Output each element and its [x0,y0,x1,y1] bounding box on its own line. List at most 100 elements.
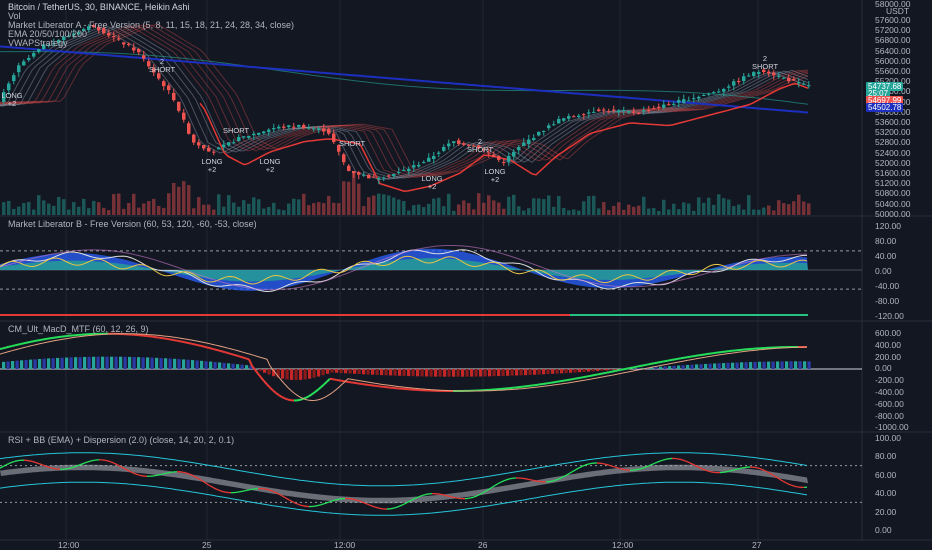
candle-body [387,175,391,177]
candle-body [622,109,626,111]
rsi-line [416,495,421,499]
macd-histogram-bar [510,369,514,376]
macd-line [335,378,340,382]
macd-line [272,389,277,394]
rsi-line [425,493,430,496]
candle-body [802,83,806,85]
candle-body [462,143,466,145]
rsi-line [134,473,139,476]
candle-body [12,75,16,82]
candle-body [537,131,541,136]
volume-label[interactable]: Vol [8,11,21,21]
indicator-vwap[interactable]: VWAPStrategy [8,38,68,48]
volume-bar [597,208,601,215]
macd-histogram-bar [83,356,87,369]
macd-line [686,355,691,359]
rsi-line [326,501,331,504]
pane-title-rsi[interactable]: RSI + BB (EMA) + Dispersion (2.0) (close… [8,435,235,445]
macd-histogram-bar [168,358,172,369]
volume-bar [107,210,111,215]
volume-bar [742,209,746,215]
price-tick: 56400.00 [875,45,911,56]
macd-histogram-bar [303,369,307,380]
volume-bar [117,193,121,215]
candle-body [327,128,331,134]
candle-body [102,28,106,34]
indicator-market-liberator-a[interactable]: Market Liberator A - Free Version (5, 8,… [8,20,294,30]
price-tick: 55200.00 [875,77,910,86]
rsi-line [584,463,589,466]
volume-bar [452,210,456,215]
volume-bar [707,197,711,215]
macd-line [44,337,49,341]
macd-histogram-bar [762,361,766,369]
volume-bar [147,201,151,215]
rsi-line [446,495,451,498]
volume-bar [787,204,791,215]
volume-bar [252,197,256,215]
macd-line [221,350,226,354]
candle-body [557,119,561,124]
indicator-ema[interactable]: EMA 20/50/100/200 [8,29,88,39]
volume-bar [747,195,751,215]
candle-body [162,81,166,87]
candle-body [132,47,136,51]
rsi-line [299,504,304,507]
rsi-line [287,498,292,502]
candle-body [332,133,336,143]
macd-histogram-bar [533,369,537,375]
rsi-line [680,458,685,462]
volume-bar [122,208,126,215]
rsi-line [131,471,136,475]
macd-histogram-bar [173,358,177,369]
volume-bar [172,182,176,215]
candle-body [477,145,481,149]
rsi-line [125,468,130,472]
volume-bar [87,208,91,215]
candle-body [602,109,606,111]
macd-histogram-bar [731,362,735,369]
rsi-line [695,465,700,468]
rsi-line [422,493,427,496]
macd-line [581,375,586,379]
volume-bar [737,204,741,215]
volume-bar [517,206,521,215]
volume-bar [792,201,796,215]
candle-body [177,101,181,111]
macd-histogram-bar [740,362,744,369]
candle-body [612,109,616,111]
macd-line [230,352,235,356]
rsi-line [614,466,619,469]
candle-body [317,128,321,131]
osc-tick: 0.00 [875,266,892,276]
macd-histogram-bar [272,369,276,377]
rsi-line [404,501,409,505]
volume-bar [52,205,56,215]
volume-bar [577,210,581,215]
pane-title-liberator-b[interactable]: Market Liberator B - Free Version (60, 5… [8,219,257,229]
macd-histogram-bar [105,356,109,369]
candle-body [562,118,566,121]
rsi-line [248,488,253,491]
price-tick: 57600.00 [875,15,911,25]
rsi-line [203,481,208,485]
macd-tick: -600.00 [875,398,904,409]
macd-line [191,342,196,346]
rsi-line [761,468,766,472]
rsi-line [506,478,511,481]
pane-title-macd[interactable]: CM_Ult_MacD_MTF (60, 12, 26, 9) [8,324,149,334]
macd-histogram-bar [434,369,438,377]
volume-bar [162,207,166,215]
candle-body [277,126,281,129]
rsi-line [86,460,91,463]
volume-bar [552,206,556,215]
volume-bar [27,201,31,215]
signal-short-label: 2 SHORT [751,54,779,71]
symbol-title[interactable]: Bitcoin / TetherUS, 30, BINANCE, Heikin … [8,2,190,12]
macd-line [635,365,640,368]
macd-line [242,356,247,360]
candle-body [137,48,141,53]
candle-body [267,129,271,132]
